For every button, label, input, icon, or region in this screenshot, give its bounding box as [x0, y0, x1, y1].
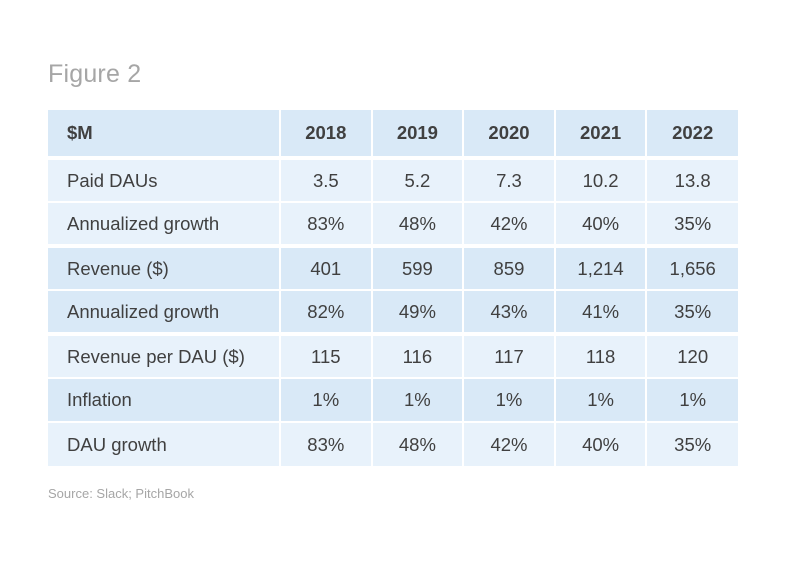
- table-cell: 120: [645, 334, 738, 378]
- row-label: DAU growth: [48, 422, 280, 466]
- table-cell: 83%: [279, 422, 372, 466]
- table-row: Annualized growth 82% 49% 43% 41% 35%: [48, 290, 738, 334]
- column-header: 2019: [370, 110, 464, 158]
- table-row: Inflation 1% 1% 1% 1% 1%: [48, 378, 738, 422]
- table-cell: 43%: [462, 290, 555, 334]
- table-header-row: $M 2018 2019 2020 2021 2022: [48, 110, 738, 158]
- table-cell: 42%: [462, 202, 555, 246]
- table-cell: 1%: [370, 378, 464, 422]
- table-cell: 118: [553, 334, 647, 378]
- table-cell: 35%: [645, 202, 738, 246]
- table-cell: 49%: [370, 290, 464, 334]
- table-cell: 48%: [370, 422, 464, 466]
- table-cell: 48%: [370, 202, 464, 246]
- table-row: Annualized growth 83% 48% 42% 40% 35%: [48, 202, 738, 246]
- column-header: 2020: [462, 110, 555, 158]
- row-label: Annualized growth: [48, 202, 280, 246]
- table-cell: 13.8: [645, 158, 738, 202]
- table-row: Revenue ($) 401 599 859 1,214 1,656: [48, 246, 738, 290]
- table-cell: 1%: [553, 378, 647, 422]
- table-cell: 35%: [645, 290, 738, 334]
- table-cell: 115: [279, 334, 372, 378]
- table-cell: 116: [370, 334, 464, 378]
- table-cell: 859: [462, 246, 555, 290]
- column-header: 2022: [645, 110, 738, 158]
- table-cell: 7.3: [462, 158, 555, 202]
- table-cell: 1%: [462, 378, 555, 422]
- table-row: Paid DAUs 3.5 5.2 7.3 10.2 13.8: [48, 158, 738, 202]
- table-cell: 42%: [462, 422, 555, 466]
- row-label: Paid DAUs: [48, 158, 280, 202]
- column-header: $M: [48, 110, 280, 158]
- table-cell: 10.2: [553, 158, 647, 202]
- table-cell: 82%: [279, 290, 372, 334]
- column-header: 2018: [279, 110, 372, 158]
- table-cell: 41%: [553, 290, 647, 334]
- table-cell: 401: [279, 246, 372, 290]
- table-cell: 35%: [645, 422, 738, 466]
- table-cell: 117: [462, 334, 555, 378]
- table-cell: 3.5: [279, 158, 372, 202]
- row-label: Revenue ($): [48, 246, 280, 290]
- column-header: 2021: [553, 110, 647, 158]
- table-cell: 599: [370, 246, 464, 290]
- row-label: Revenue per DAU ($): [48, 334, 280, 378]
- table-cell: 5.2: [370, 158, 464, 202]
- table-cell: 83%: [279, 202, 372, 246]
- table-cell: 1,656: [645, 246, 738, 290]
- data-table: $M 2018 2019 2020 2021 2022 Paid DAUs 3.…: [48, 110, 738, 466]
- figure-title: Figure 2: [48, 60, 142, 88]
- table-row: Revenue per DAU ($) 115 116 117 118 120: [48, 334, 738, 378]
- table-cell: 1%: [279, 378, 372, 422]
- row-label: Inflation: [48, 378, 280, 422]
- row-label: Annualized growth: [48, 290, 280, 334]
- table-cell: 1,214: [553, 246, 647, 290]
- source-note: Source: Slack; PitchBook: [48, 486, 194, 501]
- table-cell: 40%: [553, 202, 647, 246]
- table-row: DAU growth 83% 48% 42% 40% 35%: [48, 422, 738, 466]
- table-cell: 1%: [645, 378, 738, 422]
- table-cell: 40%: [553, 422, 647, 466]
